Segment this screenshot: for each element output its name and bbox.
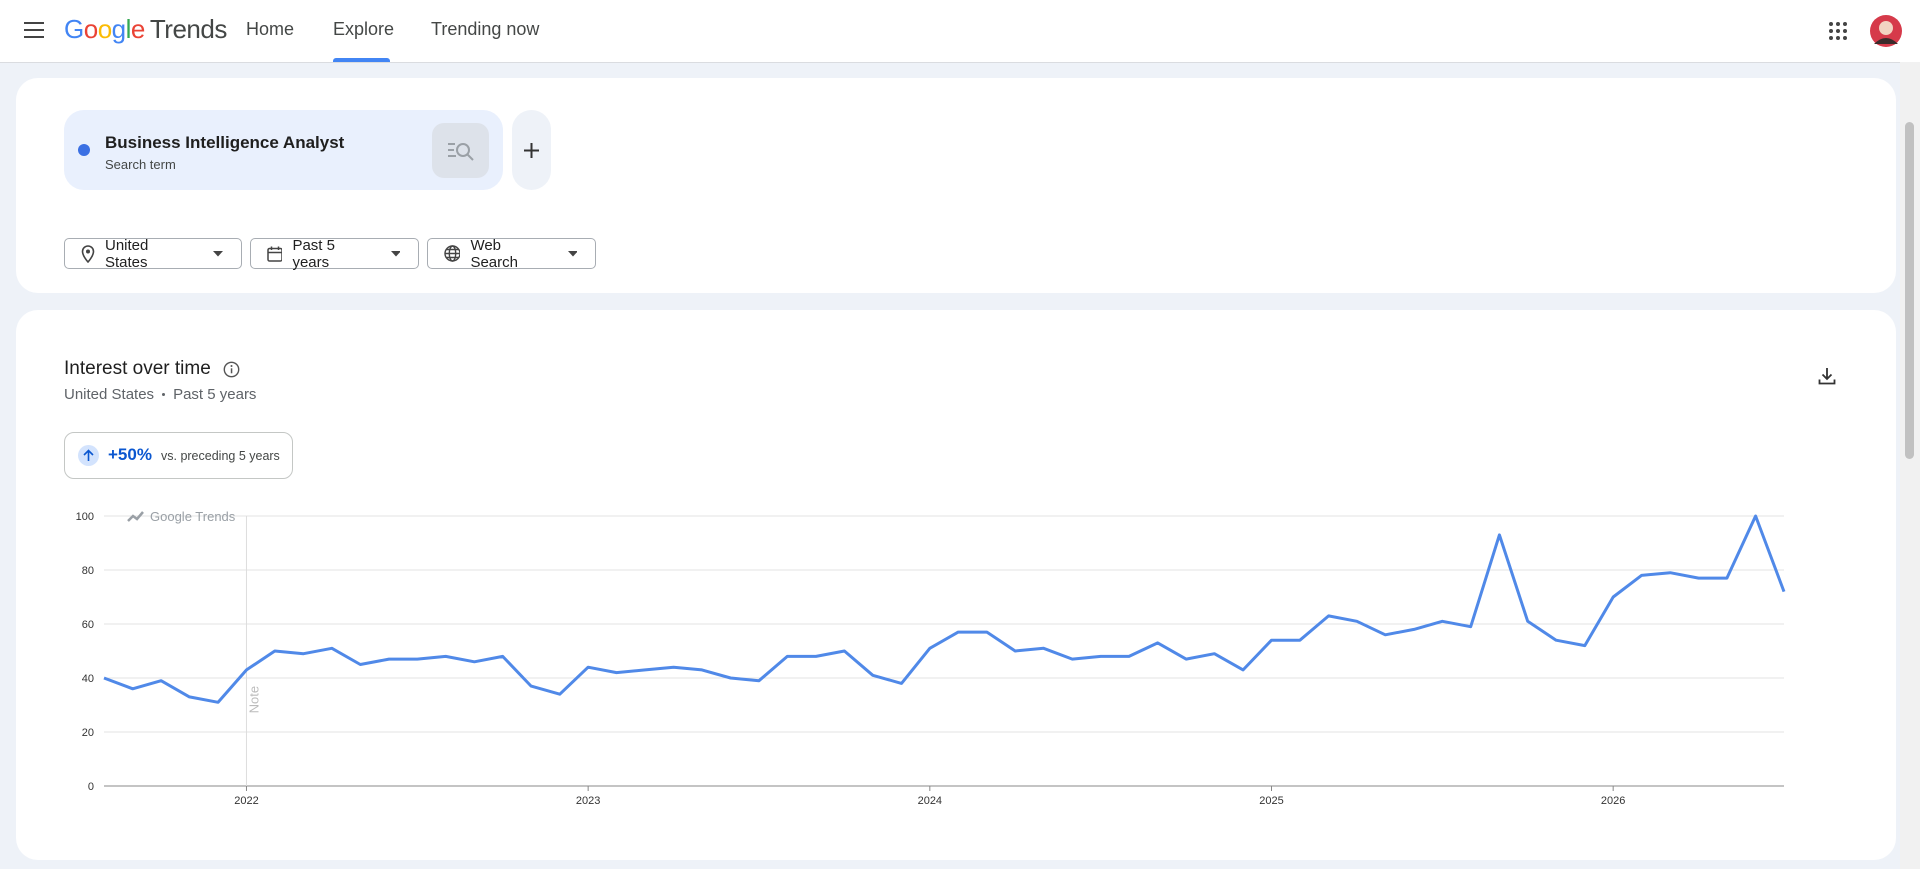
logo-google: Google	[64, 14, 145, 44]
y-tick-label: 20	[82, 727, 94, 739]
search-card: Business Intelligence Analyst Search ter…	[16, 78, 1896, 293]
watermark-icon	[127, 511, 144, 522]
line-chart: 0 20 40 60 80 100 2022 2023 2024 2025 2026 Google T…	[76, 509, 1786, 807]
x-tick-label: 2022	[234, 795, 258, 807]
time-filter[interactable]: Past 5 years	[250, 236, 419, 271]
plus-icon	[524, 143, 539, 158]
filter-label: Past 5 years	[292, 236, 335, 271]
logo-letter: l	[125, 14, 132, 44]
y-tick-label: 40	[82, 673, 94, 685]
search-term: Business Intelligence Analyst	[105, 133, 345, 152]
add-term-button[interactable]	[512, 110, 551, 190]
scrollbar-track	[1900, 62, 1920, 869]
scrollbar-thumb[interactable]	[1905, 122, 1914, 459]
pin-icon	[81, 244, 95, 263]
y-tick-label: 60	[82, 619, 94, 631]
series-dot	[78, 144, 90, 156]
y-tick-label: 100	[76, 511, 94, 523]
logo[interactable]: Google Trends	[64, 14, 227, 45]
x-tick-label: 2023	[576, 795, 600, 807]
y-tick-label: 80	[82, 565, 94, 577]
annotation-label: Note	[246, 686, 261, 713]
refine-button[interactable]	[432, 123, 489, 178]
search-term-chip[interactable]: Business Intelligence Analyst Search ter…	[64, 110, 503, 190]
location-filter[interactable]: United States	[64, 236, 242, 271]
refine-icon	[448, 143, 474, 161]
globe-icon	[444, 245, 461, 262]
x-tick-label: 2025	[1259, 795, 1283, 807]
logo-product: Trends	[149, 14, 227, 44]
x-tick-label: 2026	[1601, 795, 1625, 807]
avatar[interactable]	[1869, 14, 1903, 48]
dropdown-caret	[567, 250, 577, 256]
section-subtitle: United States Past 5 years	[64, 386, 256, 403]
change-value: +50%	[108, 445, 152, 464]
change-badge: +50% vs. preceding 5 years	[64, 432, 293, 479]
y-tick-label: 0	[88, 781, 94, 793]
dropdown-caret	[213, 250, 224, 256]
logo-letter: o	[83, 14, 98, 44]
logo-letter: G	[64, 14, 84, 44]
x-tick-label: 2024	[918, 795, 942, 807]
series-line	[103, 514, 1786, 704]
logo-letter: o	[97, 14, 112, 44]
calendar-icon	[267, 246, 283, 262]
info-icon[interactable]	[223, 361, 240, 378]
watermark: Google Trends	[150, 509, 236, 524]
nav-home[interactable]: Home	[246, 19, 295, 39]
section-title: Interest over time	[64, 358, 211, 379]
filter-label: United States	[105, 236, 149, 271]
interest-card	[16, 310, 1896, 860]
subtitle-period: Past 5 years	[173, 386, 257, 403]
logo-letter: e	[130, 14, 145, 44]
property-filter[interactable]: Web Search	[427, 236, 596, 271]
change-note: vs. preceding 5 years	[161, 449, 280, 463]
menu-icon[interactable]	[24, 21, 46, 39]
active-tab-indicator	[333, 58, 390, 62]
dropdown-caret	[390, 250, 400, 256]
download-icon[interactable]	[1818, 367, 1836, 385]
separator-dot	[162, 393, 166, 396]
filter-label: Web Search	[470, 236, 518, 271]
apps-icon[interactable]	[1829, 22, 1847, 40]
subtitle-location: United States	[64, 386, 155, 403]
search-term-kind: Search term	[105, 157, 176, 172]
trend-up-icon	[78, 445, 99, 466]
nav-trending[interactable]: Trending now	[431, 19, 540, 39]
top-bar: Google Trends Home Explore Trending now	[0, 0, 1920, 63]
nav-explore[interactable]: Explore	[333, 19, 395, 39]
logo-letter: g	[111, 14, 126, 44]
